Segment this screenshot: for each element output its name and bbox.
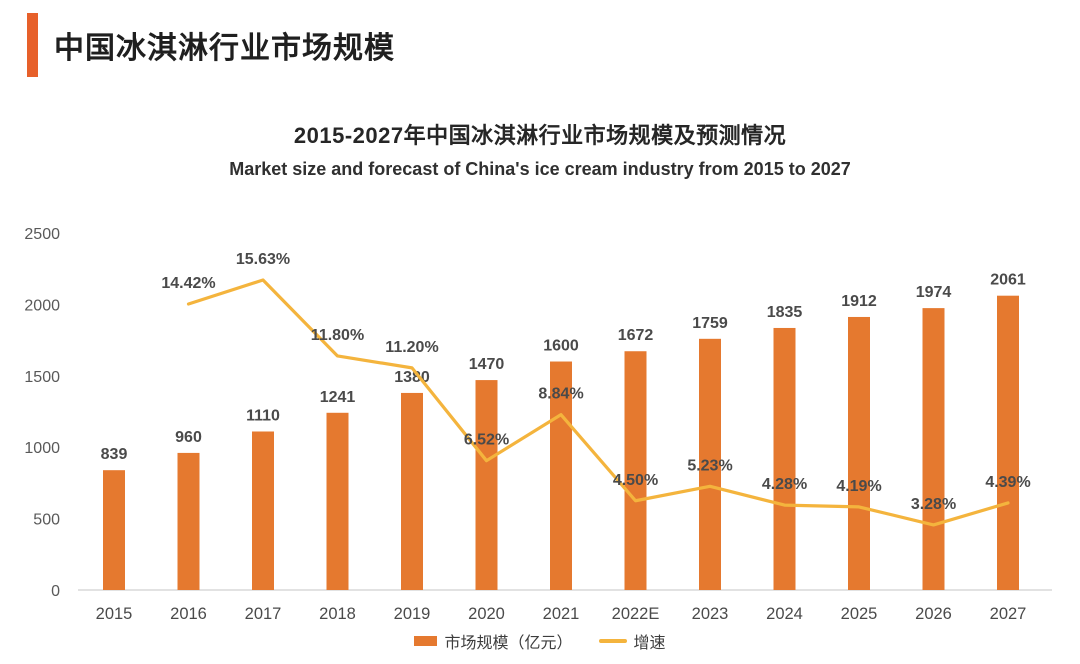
x-tick-label: 2019 (394, 605, 431, 623)
growth-rate-label: 4.39% (985, 474, 1030, 491)
x-tick-label: 2017 (245, 605, 282, 623)
bar (699, 338, 721, 590)
x-tick-label: 2025 (841, 605, 878, 623)
growth-rate-label: 11.80% (311, 327, 364, 344)
legend-bar-swatch (414, 636, 438, 646)
bar (773, 327, 796, 590)
x-tick-label: 2016 (170, 605, 207, 623)
bar (401, 392, 423, 590)
y-tick-label: 500 (33, 512, 60, 529)
growth-rate-label: 4.28% (762, 476, 807, 493)
growth-rate-label: 6.52% (464, 432, 509, 449)
chart-subtitle: Market size and forecast of China's ice … (229, 159, 851, 179)
growth-rate-line (186, 278, 1010, 527)
bar-value-label: 1110 (246, 407, 280, 424)
y-tick-label: 2000 (24, 297, 60, 314)
bar (252, 431, 274, 590)
bar (848, 316, 870, 590)
legend-item-market-size: 市场规模（亿元） (414, 629, 573, 653)
growth-rate-label: 14.42% (161, 275, 215, 292)
x-tick-label: 2021 (543, 605, 580, 623)
bar-value-label: 960 (175, 429, 202, 446)
x-tick-label: 2027 (990, 605, 1027, 623)
x-tick-label: 2020 (468, 605, 505, 623)
bar (624, 351, 647, 590)
bar-value-label: 1974 (916, 284, 952, 301)
page-title: 中国冰淇淋行业市场规模 (54, 32, 395, 65)
chart-title: 2015-2027年中国冰淇淋行业市场规模及预测情况 (293, 123, 787, 148)
bar-value-label: 1759 (692, 315, 728, 332)
header-accent-bar (27, 13, 38, 77)
bar-value-label: 839 (101, 446, 128, 463)
bar-value-label: 1380 (394, 369, 430, 386)
page-header: 中国冰淇淋行业市场规模 (27, 13, 395, 77)
chart-titles: 2015-2027年中国冰淇淋行业市场规模及预测情况 Market size a… (0, 118, 1080, 180)
y-tick-label: 1500 (24, 369, 60, 386)
y-tick-label: 1000 (24, 440, 60, 457)
bar (475, 380, 498, 590)
bar-value-label: 1600 (543, 338, 579, 355)
growth-rate-label: 4.50% (613, 472, 658, 489)
growth-rate-label: 8.84% (538, 386, 583, 403)
y-tick-label: 2500 (24, 226, 60, 243)
bar (997, 295, 1019, 590)
bar (177, 452, 200, 590)
bar (326, 412, 349, 590)
legend-line-label: 增速 (633, 635, 666, 652)
x-tick-label: 2024 (766, 605, 803, 623)
bar-value-label: 1470 (469, 356, 505, 373)
x-tick-label: 2018 (319, 605, 356, 623)
y-tick-label: 0 (51, 583, 60, 600)
bar-value-label: 1241 (320, 389, 356, 406)
legend-line-swatch (598, 639, 627, 643)
bar (103, 470, 125, 590)
chart-legend: 市场规模（亿元） 增速 (0, 629, 1080, 653)
legend-bar-label: 市场规模（亿元） (444, 635, 573, 652)
x-tick-label: 2023 (692, 605, 729, 623)
growth-rate-label: 15.63% (236, 251, 290, 268)
bar-value-label: 1672 (618, 327, 654, 344)
legend-item-growth-rate: 增速 (598, 629, 666, 653)
x-tick-label: 2022E (612, 605, 660, 623)
growth-rate-label: 5.23% (687, 457, 732, 474)
x-tick-label: 2026 (915, 605, 952, 623)
bar-value-label: 2061 (990, 272, 1026, 289)
bar-value-label: 1835 (767, 304, 803, 321)
growth-rate-label: 11.20% (385, 339, 438, 356)
bar-value-label: 1912 (841, 293, 877, 310)
bar (922, 308, 945, 590)
growth-rate-label: 4.19% (836, 478, 881, 495)
x-tick-label: 2015 (96, 605, 133, 623)
growth-rate-label: 3.28% (911, 496, 956, 513)
